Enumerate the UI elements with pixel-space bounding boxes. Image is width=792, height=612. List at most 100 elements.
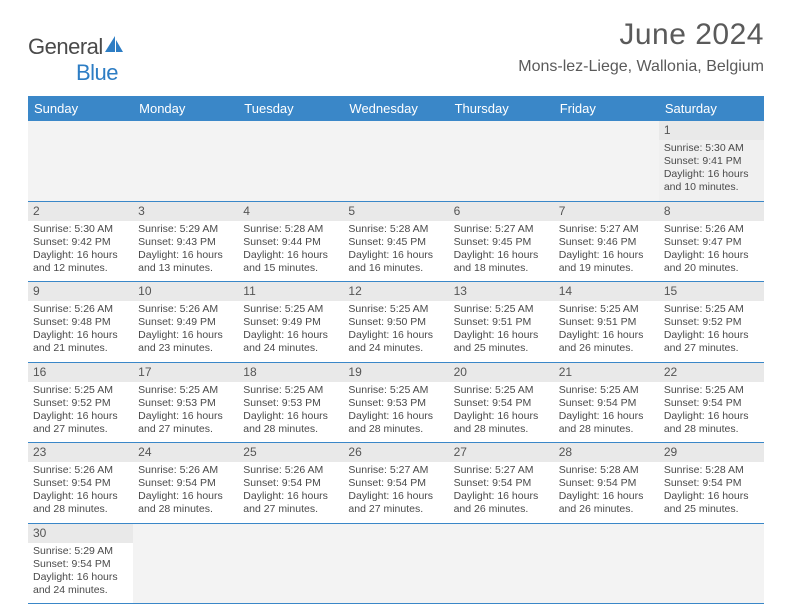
sunrise-text: Sunrise: 5:25 AM xyxy=(243,384,338,397)
daylight-text-2: and 25 minutes. xyxy=(454,342,549,355)
sunset-text: Sunset: 9:49 PM xyxy=(138,316,233,329)
sunset-text: Sunset: 9:46 PM xyxy=(559,236,654,249)
daylight-text-2: and 13 minutes. xyxy=(138,262,233,275)
day-cell-4: 4 Sunrise: 5:28 AMSunset: 9:44 PMDaylight… xyxy=(238,201,343,282)
day-header-friday: Friday xyxy=(554,96,659,121)
day-number: 10 xyxy=(133,282,238,301)
sunset-text: Sunset: 9:52 PM xyxy=(33,397,128,410)
day-info: Sunrise: 5:25 AMSunset: 9:52 PMDaylight:… xyxy=(663,303,760,358)
day-header-saturday: Saturday xyxy=(659,96,764,121)
day-header-wednesday: Wednesday xyxy=(343,96,448,121)
sunrise-text: Sunrise: 5:26 AM xyxy=(33,464,128,477)
day-info: Sunrise: 5:25 AMSunset: 9:53 PMDaylight:… xyxy=(347,384,444,439)
calendar-row: 2Sunrise: 5:30 AMSunset: 9:42 PMDaylight… xyxy=(28,201,764,282)
day-cell-16: 16Sunrise: 5:25 AMSunset: 9:52 PMDayligh… xyxy=(28,362,133,443)
day-cell-28: 28Sunrise: 5:28 AMSunset: 9:54 PMDayligh… xyxy=(554,443,659,524)
daylight-text: Daylight: 16 hours xyxy=(138,490,233,503)
sunrise-text: Sunrise: 5:26 AM xyxy=(138,464,233,477)
location: Mons-lez-Liege, Wallonia, Belgium xyxy=(518,58,764,76)
day-info: Sunrise: 5:29 AMSunset: 9:54 PMDaylight:… xyxy=(32,545,129,600)
sunrise-text: Sunrise: 5:28 AM xyxy=(559,464,654,477)
daylight-text: Daylight: 16 hours xyxy=(243,410,338,423)
sunset-text: Sunset: 9:44 PM xyxy=(243,236,338,249)
day-info: Sunrise: 5:26 AMSunset: 9:54 PMDaylight:… xyxy=(242,464,339,519)
sunset-text: Sunset: 9:53 PM xyxy=(348,397,443,410)
sunrise-text: Sunrise: 5:30 AM xyxy=(664,142,759,155)
daylight-text: Daylight: 16 hours xyxy=(559,329,654,342)
day-cell-23: 23Sunrise: 5:26 AMSunset: 9:54 PMDayligh… xyxy=(28,443,133,524)
month-title: June 2024 xyxy=(518,18,764,52)
day-number: 28 xyxy=(554,443,659,462)
daylight-text: Daylight: 16 hours xyxy=(348,329,443,342)
daylight-text-2: and 23 minutes. xyxy=(138,342,233,355)
sunset-text: Sunset: 9:54 PM xyxy=(559,397,654,410)
day-cell-13: 13 Sunrise: 5:25 AMSunset: 9:51 PMDayligh… xyxy=(449,282,554,363)
sunset-text: Sunset: 9:54 PM xyxy=(138,477,233,490)
sunset-text: Sunset: 9:54 PM xyxy=(33,558,128,571)
day-number: 4 xyxy=(238,202,343,221)
sunset-text: Sunset: 9:48 PM xyxy=(33,316,128,329)
sunrise-text: Sunrise: 5:27 AM xyxy=(559,223,654,236)
daylight-text-2: and 25 minutes. xyxy=(664,503,759,516)
day-info: Sunrise: 5:25 AMSunset: 9:53 PMDaylight:… xyxy=(242,384,339,439)
day-info: Sunrise: 5:26 AMSunset: 9:54 PMDaylight:… xyxy=(32,464,129,519)
sunset-text: Sunset: 9:41 PM xyxy=(664,155,759,168)
sunrise-text: Sunrise: 5:27 AM xyxy=(454,464,549,477)
daylight-text: Daylight: 16 hours xyxy=(243,249,338,262)
day-header-monday: Monday xyxy=(133,96,238,121)
day-info: Sunrise: 5:30 AMSunset: 9:42 PMDaylight:… xyxy=(32,223,129,278)
daylight-text-2: and 15 minutes. xyxy=(243,262,338,275)
empty-cell xyxy=(238,121,343,201)
daylight-text-2: and 28 minutes. xyxy=(348,423,443,436)
sunrise-text: Sunrise: 5:27 AM xyxy=(348,464,443,477)
day-cell-5: 5Sunrise: 5:28 AMSunset: 9:45 PMDaylight… xyxy=(343,201,448,282)
daylight-text: Daylight: 16 hours xyxy=(138,410,233,423)
day-cell-25: 25 Sunrise: 5:26 AMSunset: 9:54 PMDayligh… xyxy=(238,443,343,524)
daylight-text: Daylight: 16 hours xyxy=(454,249,549,262)
sunset-text: Sunset: 9:54 PM xyxy=(559,477,654,490)
calendar-row: 16Sunrise: 5:25 AMSunset: 9:52 PMDayligh… xyxy=(28,362,764,443)
daylight-text: Daylight: 16 hours xyxy=(664,168,759,181)
day-number: 7 xyxy=(554,202,659,221)
day-info: Sunrise: 5:25 AMSunset: 9:51 PMDaylight:… xyxy=(453,303,550,358)
day-cell-2: 2Sunrise: 5:30 AMSunset: 9:42 PMDaylight… xyxy=(28,201,133,282)
empty-cell xyxy=(449,523,554,604)
calendar-table: SundayMondayTuesdayWednesdayThursdayFrid… xyxy=(28,96,764,604)
empty-cell xyxy=(449,121,554,201)
empty-cell xyxy=(238,523,343,604)
sunset-text: Sunset: 9:53 PM xyxy=(138,397,233,410)
day-number: 13 xyxy=(449,282,554,301)
day-info: Sunrise: 5:29 AMSunset: 9:43 PMDaylight:… xyxy=(137,223,234,278)
sunset-text: Sunset: 9:42 PM xyxy=(33,236,128,249)
daylight-text: Daylight: 16 hours xyxy=(664,329,759,342)
sunrise-text: Sunrise: 5:28 AM xyxy=(664,464,759,477)
sunrise-text: Sunrise: 5:26 AM xyxy=(664,223,759,236)
sunrise-text: Sunrise: 5:25 AM xyxy=(559,384,654,397)
sunrise-text: Sunrise: 5:25 AM xyxy=(454,384,549,397)
daylight-text-2: and 26 minutes. xyxy=(559,342,654,355)
sunset-text: Sunset: 9:49 PM xyxy=(243,316,338,329)
sunrise-text: Sunrise: 5:28 AM xyxy=(243,223,338,236)
sunrise-text: Sunrise: 5:25 AM xyxy=(138,384,233,397)
sunrise-text: Sunrise: 5:25 AM xyxy=(664,303,759,316)
daylight-text: Daylight: 16 hours xyxy=(559,410,654,423)
day-number: 17 xyxy=(133,363,238,382)
sunrise-text: Sunrise: 5:29 AM xyxy=(33,545,128,558)
daylight-text: Daylight: 16 hours xyxy=(243,329,338,342)
sunrise-text: Sunrise: 5:25 AM xyxy=(664,384,759,397)
day-info: Sunrise: 5:28 AMSunset: 9:44 PMDaylight:… xyxy=(242,223,339,278)
sunrise-text: Sunrise: 5:25 AM xyxy=(243,303,338,316)
day-info: Sunrise: 5:27 AMSunset: 9:54 PMDaylight:… xyxy=(453,464,550,519)
day-number: 8 xyxy=(659,202,764,221)
sunset-text: Sunset: 9:50 PM xyxy=(348,316,443,329)
day-cell-19: 19Sunrise: 5:25 AMSunset: 9:53 PMDayligh… xyxy=(343,362,448,443)
day-number: 26 xyxy=(343,443,448,462)
day-number: 22 xyxy=(659,363,764,382)
day-cell-7: 7Sunrise: 5:27 AMSunset: 9:46 PMDaylight… xyxy=(554,201,659,282)
day-number: 25 xyxy=(238,443,343,462)
day-number: 27 xyxy=(449,443,554,462)
page-header: GeneralBlue June 2024 Mons-lez-Liege, Wa… xyxy=(28,18,764,86)
daylight-text-2: and 26 minutes. xyxy=(559,503,654,516)
daylight-text: Daylight: 16 hours xyxy=(33,329,128,342)
sunset-text: Sunset: 9:53 PM xyxy=(243,397,338,410)
